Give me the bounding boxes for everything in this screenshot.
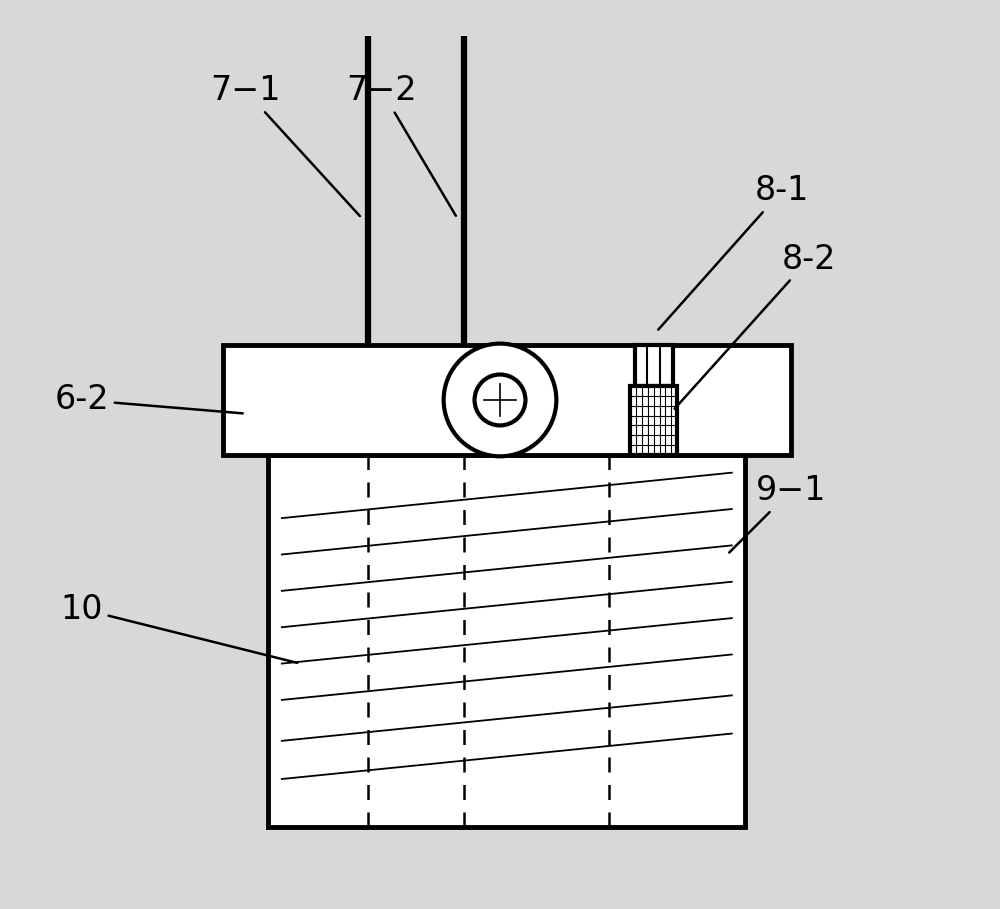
Text: 7−1: 7−1 [210, 75, 360, 216]
Text: 7−2: 7−2 [347, 75, 456, 215]
Text: 8-1: 8-1 [658, 175, 809, 330]
Text: 10: 10 [61, 593, 297, 663]
Text: 6-2: 6-2 [55, 384, 243, 416]
Text: 9−1: 9−1 [729, 474, 826, 553]
Circle shape [444, 344, 556, 456]
Bar [223, 345, 791, 454]
Circle shape [475, 375, 525, 425]
Bar [268, 454, 745, 827]
Bar [635, 345, 673, 386]
Bar [630, 386, 677, 454]
Text: 8-2: 8-2 [675, 243, 836, 409]
